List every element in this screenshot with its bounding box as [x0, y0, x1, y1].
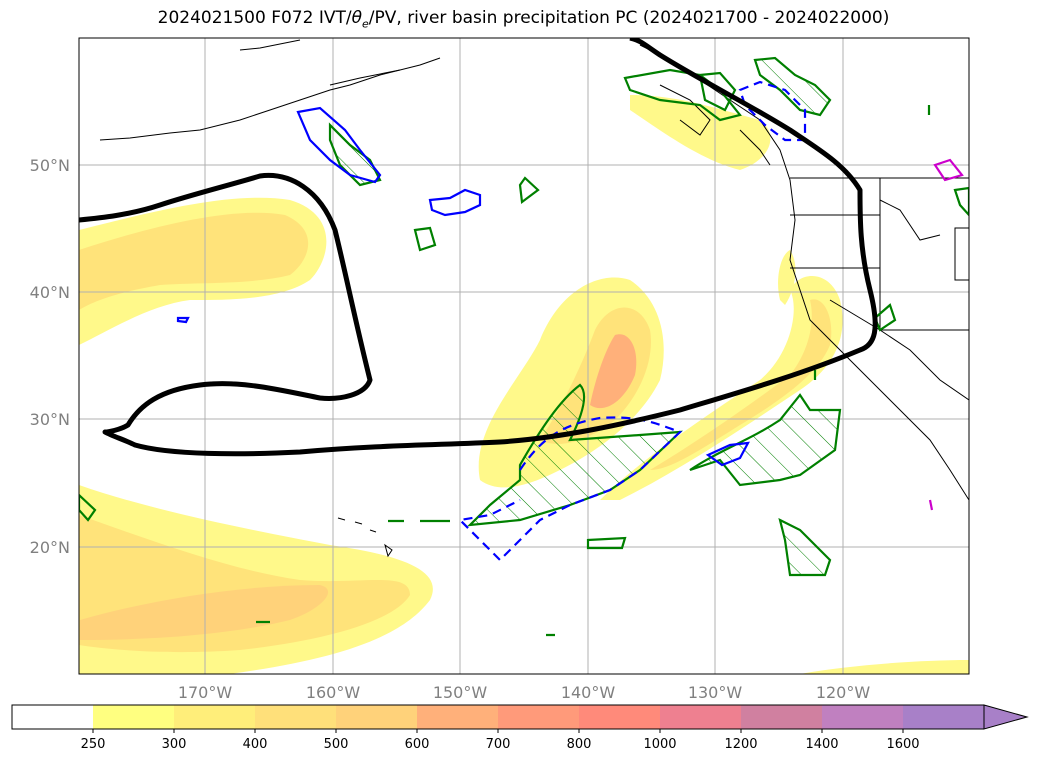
ivt-shading — [79, 95, 969, 674]
colorbar-tick-label: 500 — [324, 737, 349, 752]
lat-label: 50°N — [30, 156, 70, 175]
pv-contour — [79, 38, 878, 457]
colorbar-segment — [660, 705, 742, 729]
map-title: 2024021500 F072 IVT/θe/PV, river basin p… — [157, 8, 890, 31]
colorbar-tick-label: 800 — [567, 737, 592, 752]
lon-label: 120°W — [816, 683, 871, 702]
colorbar-tick-label: 700 — [486, 737, 511, 752]
lon-label: 130°W — [688, 683, 743, 702]
lon-label: 170°W — [178, 683, 233, 702]
colorbar-segment — [579, 705, 661, 729]
colorbar-tick-label: 300 — [162, 737, 187, 752]
colorbar-tick-label: 1600 — [886, 737, 919, 752]
colorbar-tick-label: 1000 — [643, 737, 676, 752]
map-frame — [78, 37, 970, 675]
longitude-labels: 170°W 160°W 150°W 140°W 130°W 120°W — [178, 683, 871, 702]
colorbar-tick-label: 250 — [81, 737, 106, 752]
lon-label: 150°W — [433, 683, 488, 702]
precip-contours — [79, 56, 969, 637]
colorbar-segment — [741, 705, 823, 729]
colorbar-segment — [93, 705, 175, 729]
colorbar-segment — [417, 705, 499, 729]
lon-label: 160°W — [306, 683, 361, 702]
colorbar-segment — [174, 705, 256, 729]
colorbar-tick-label: 400 — [243, 737, 268, 752]
colorbar-tick-label: 600 — [405, 737, 430, 752]
colorbar-segment — [336, 705, 418, 729]
graticule — [79, 38, 969, 674]
colorbar-tick-label: 1400 — [805, 737, 838, 752]
colorbar-tick-label: 1200 — [724, 737, 757, 752]
lat-label: 30°N — [30, 410, 70, 429]
colorbar: 250 300 400 500 600 700 800 1000 1200 1400 1600 — [11, 704, 1029, 752]
lat-label: 20°N — [30, 538, 70, 557]
colorbar-segment — [498, 705, 580, 729]
latitude-labels: 50°N 40°N 30°N 20°N — [30, 156, 70, 557]
colorbar-segment — [822, 705, 904, 729]
colorbar-segment — [255, 705, 337, 729]
lon-label: 140°W — [561, 683, 616, 702]
colorbar-segment — [903, 705, 985, 729]
lat-label: 40°N — [30, 283, 70, 302]
colorbar-segment — [12, 705, 94, 729]
colorbar-extend-arrow — [983, 704, 1029, 730]
